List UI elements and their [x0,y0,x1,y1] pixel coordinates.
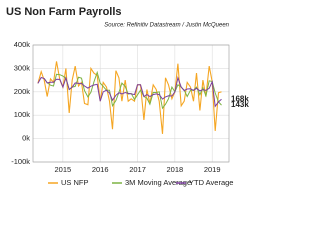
series-line [37,75,222,108]
y-tick-label: 400k [14,40,31,49]
chart: US Non Farm Payrolls Source: Refinitiv D… [6,6,249,187]
annotation: 143k [231,100,249,109]
legend-label: US NFP [61,178,89,187]
y-tick-label: 200k [14,87,31,96]
series-line [37,61,222,134]
y-tick-label: 300k [14,63,31,72]
x-tick-label: 2016 [92,165,109,174]
y-tick-label: 100k [14,110,31,119]
x-tick-label: 2018 [167,165,184,174]
chart-title: US Non Farm Payrolls [6,6,122,18]
y-tick-label: -100k [11,157,30,166]
legend-label: 3M Moving Average [125,178,191,187]
chart-subtitle: Source: Refinitiv Datastream / Justin Mc… [104,23,229,29]
series-line [43,70,222,110]
x-tick-label: 2015 [55,165,72,174]
annotation: 168k [231,94,249,103]
plot-frame [32,44,230,163]
x-tick-label: 2019 [204,165,221,174]
x-tick-label: 2017 [129,165,146,174]
legend-label: YTD Average [189,178,233,187]
y-tick-label: 0k [22,134,30,143]
